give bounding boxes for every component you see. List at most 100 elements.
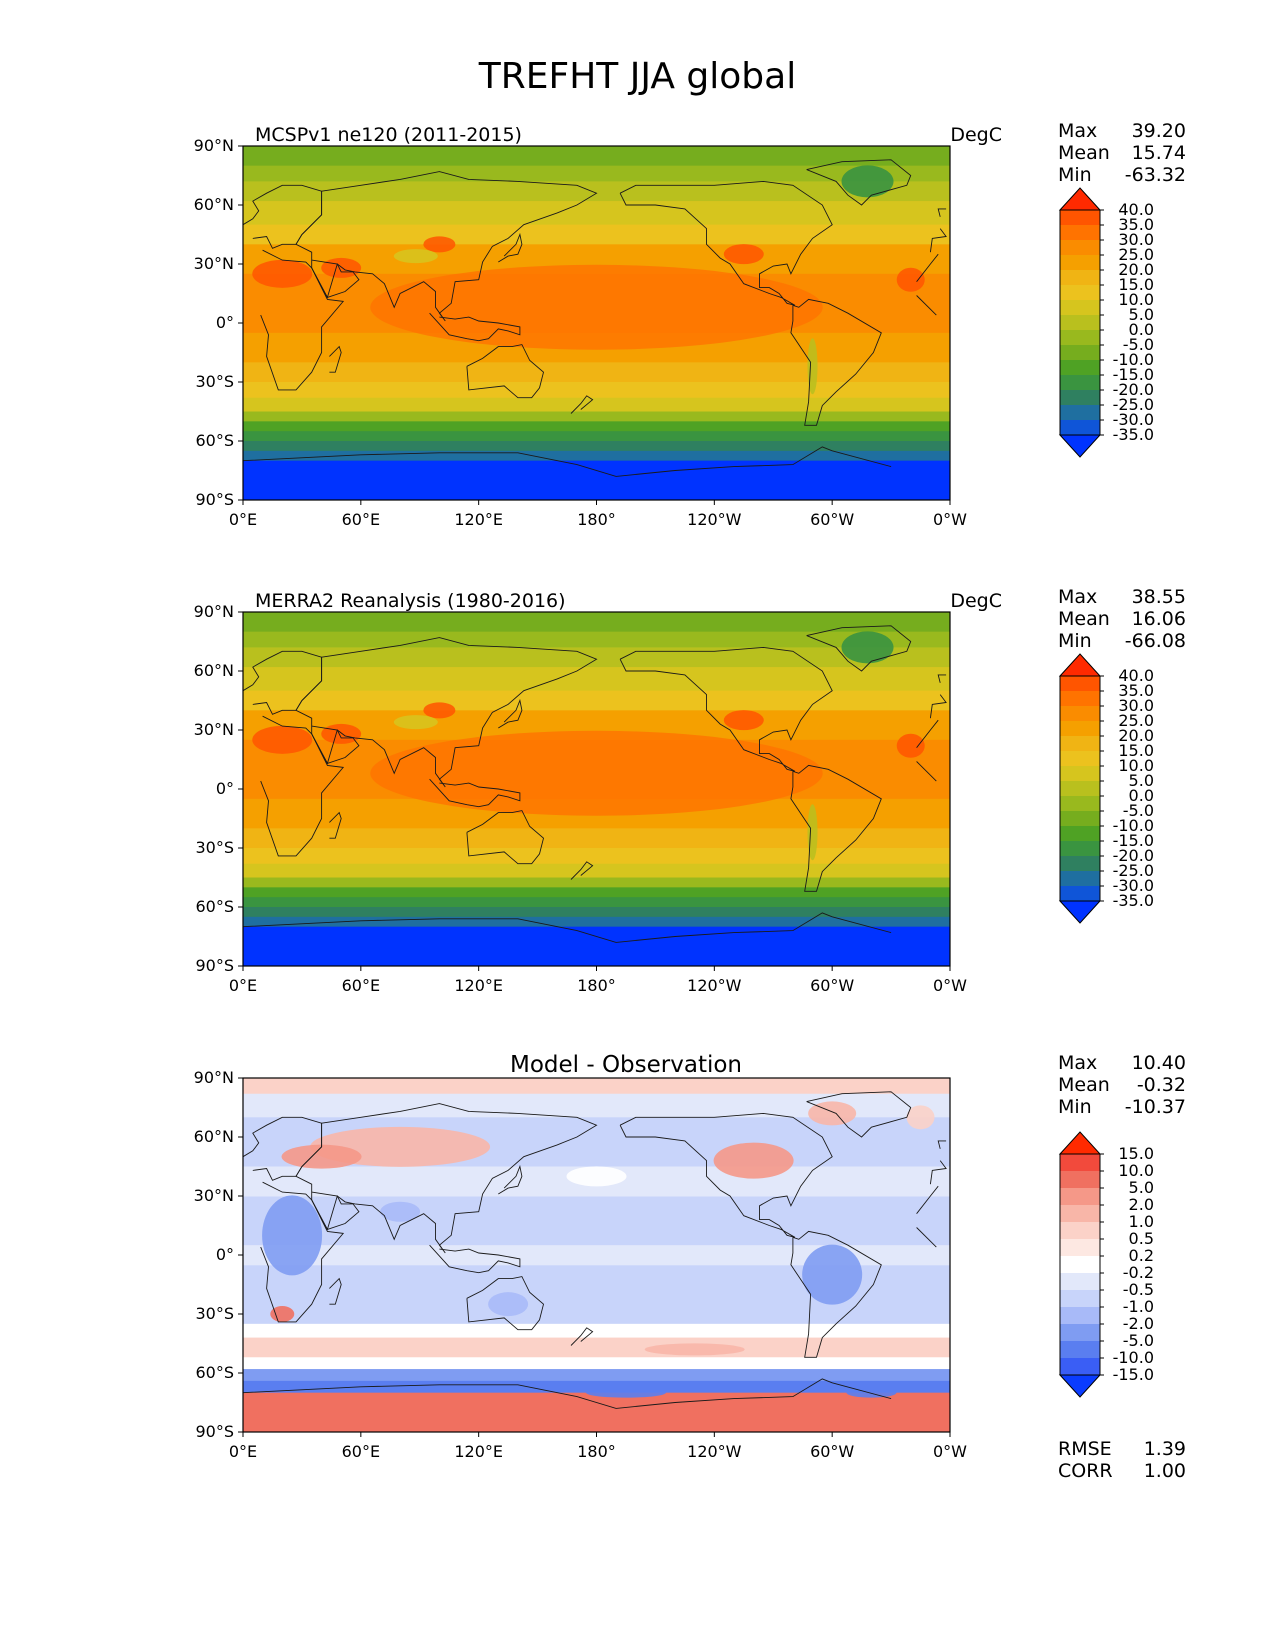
difference-region — [846, 1387, 897, 1398]
colorbar-label: -20.0 — [1113, 380, 1154, 399]
coastline-australia — [466, 1276, 545, 1331]
colorbar-label: -10.0 — [1113, 350, 1154, 369]
colorbar-label: -30.0 — [1113, 410, 1154, 429]
lon-tick-label: 120°E — [454, 510, 503, 529]
colorbar-bin — [1060, 345, 1100, 361]
colorbar-label: 5.0 — [1129, 305, 1154, 324]
coastline-indonesia — [429, 778, 521, 808]
lon-tick-label: 180° — [577, 1442, 616, 1461]
stat-label: RMSE — [1058, 1438, 1112, 1460]
stat-value: -10.37 — [1124, 1096, 1186, 1118]
colorbar-bin — [1060, 1188, 1100, 1206]
colorbar-label: 5.0 — [1129, 771, 1154, 790]
colorbar-label: 10.0 — [1118, 1161, 1154, 1180]
difference-band — [243, 1323, 950, 1339]
stat-label: Mean — [1058, 1074, 1110, 1096]
lon-tick-label: 60°W — [810, 1442, 854, 1461]
colorbar-label: -15.0 — [1113, 1365, 1154, 1384]
temperature-band — [243, 848, 950, 865]
colorbar-label: 25.0 — [1118, 245, 1154, 264]
stat-label: Min — [1058, 164, 1092, 186]
lat-tick-label: 60°N — [194, 661, 234, 680]
colorbar-bin — [1060, 1358, 1100, 1376]
temperature-band — [243, 926, 950, 966]
hot-region — [423, 236, 456, 253]
colorbar-bin — [1060, 796, 1100, 812]
colorbar-bin — [1060, 706, 1100, 722]
panel-obs: MERRA2 Reanalysis (1980-2016) DegC 90°N 6… — [0, 586, 1275, 1026]
lat-tick-label: 60°S — [195, 897, 234, 916]
temperature-band — [243, 690, 950, 711]
lon-tick-label: 120°E — [454, 1442, 503, 1461]
lat-tick-label: 30°S — [195, 1304, 234, 1323]
colorbar-obs: 40.035.030.025.020.015.010.05.00.0-5.0-1… — [1058, 653, 1154, 924]
coastline-greenland — [806, 159, 912, 206]
colorbar-label: -20.0 — [1113, 846, 1154, 865]
lat-tick-label: 90°N — [194, 136, 234, 155]
difference-region — [713, 1142, 794, 1179]
lon-tick-label: 120°W — [687, 510, 742, 529]
lon-tick-label: 0°W — [933, 510, 967, 529]
colorbar-label: -30.0 — [1113, 876, 1154, 895]
colorbar-bin — [1060, 781, 1100, 797]
coastline-nz — [570, 1327, 594, 1346]
map-field — [243, 612, 950, 966]
lat-tick-label: 90°N — [194, 602, 234, 621]
coastline-namerica — [619, 646, 833, 772]
difference-band — [243, 1380, 950, 1394]
stat-value: -66.08 — [1124, 630, 1186, 652]
temperature-band — [243, 181, 950, 202]
stat-value: 15.74 — [1131, 142, 1186, 164]
colorbar-label: -25.0 — [1113, 861, 1154, 880]
stat-value: -0.32 — [1136, 1074, 1186, 1096]
coastline-antarctica — [243, 912, 892, 943]
lat-tick-label: 30°N — [194, 1186, 234, 1205]
colorbar-bin — [1060, 285, 1100, 301]
lat-tick-label: 90°S — [195, 490, 234, 509]
panel-units: DegC — [950, 590, 1002, 612]
colorbar-label: -5.0 — [1123, 801, 1154, 820]
colorbar-bin — [1060, 1307, 1100, 1325]
colorbar-label: 2.0 — [1129, 1195, 1154, 1214]
difference-region — [281, 1144, 362, 1169]
colorbar-bin — [1060, 811, 1100, 827]
hot-region — [723, 244, 764, 265]
lat-tick-label: 90°S — [195, 956, 234, 975]
colorbar-extend-max — [1058, 187, 1102, 211]
error-stats-box: RMSE 1.39 CORR 1.00 — [1058, 1438, 1186, 1482]
colorbar-label: -0.5 — [1123, 1280, 1154, 1299]
colorbar-label: 0.2 — [1129, 1246, 1154, 1265]
lon-tick-label: 60°E — [342, 1442, 380, 1461]
colorbar-label: -10.0 — [1113, 816, 1154, 835]
colorbar-bin — [1060, 270, 1100, 286]
colorbar-label: 10.0 — [1118, 756, 1154, 775]
colorbar-bin — [1060, 210, 1100, 226]
colorbar-bin — [1060, 1154, 1100, 1172]
temperature-band — [243, 907, 950, 918]
difference-band — [243, 1357, 950, 1370]
stats-box: Max 39.20 Mean 15.74 Min -63.32 — [1058, 120, 1186, 186]
lat-tick-label: 30°N — [194, 720, 234, 739]
stat-value: 39.20 — [1131, 120, 1186, 142]
stat-min: Min -10.37 — [1058, 1096, 1186, 1118]
temperature-band — [243, 897, 950, 908]
colorbar-label: 15.0 — [1118, 275, 1154, 294]
coastline-madagascar — [329, 1277, 342, 1305]
colorbar-label: -15.0 — [1113, 831, 1154, 850]
panel-model: MCSPv1 ne120 (2011-2015) DegC 90°N 60°N 30… — [0, 120, 1275, 560]
temperature-band — [243, 887, 950, 898]
colorbar-label: 40.0 — [1118, 666, 1154, 685]
greenland-cold — [841, 165, 894, 198]
colorbar-extend-min — [1058, 900, 1102, 924]
colorbar-bin — [1060, 240, 1100, 256]
stat-corr: CORR 1.00 — [1058, 1460, 1186, 1482]
stat-label: Max — [1058, 1052, 1098, 1074]
colorbar-label: -2.0 — [1123, 1314, 1154, 1333]
lat-tick-label: 60°S — [195, 1363, 234, 1382]
hot-region — [252, 259, 313, 288]
stat-value: 38.55 — [1131, 586, 1186, 608]
colorbar-label: 15.0 — [1118, 741, 1154, 760]
panel-title-center: Model - Observation — [509, 1052, 743, 1078]
coastline-indonesia — [429, 1244, 521, 1274]
difference-band — [243, 1369, 950, 1382]
